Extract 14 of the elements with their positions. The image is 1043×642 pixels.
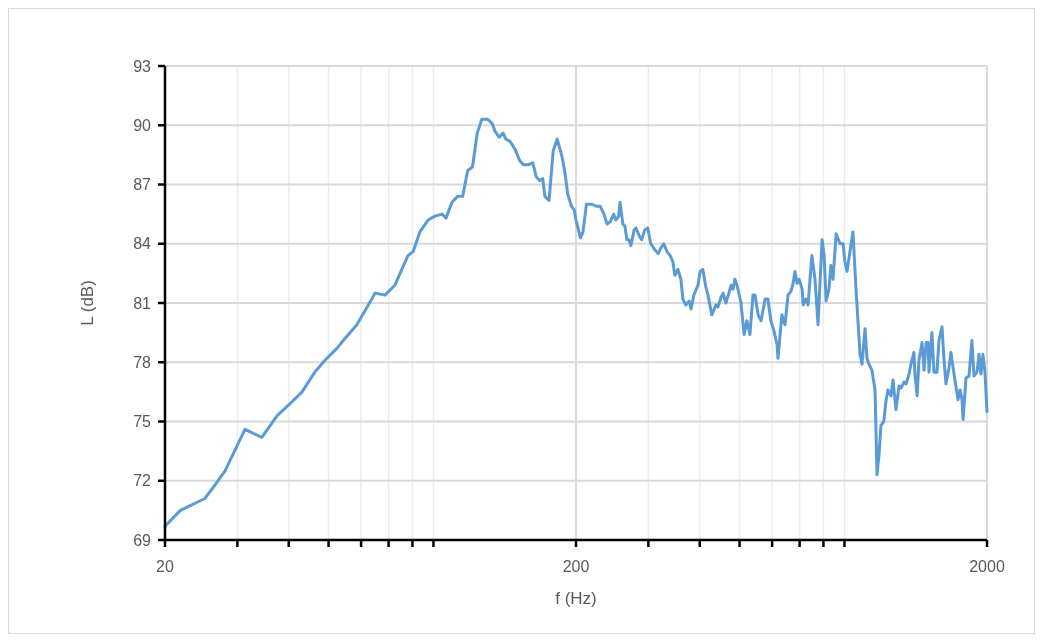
y-tick-label: 90 — [133, 116, 152, 134]
y-tick-label: 72 — [133, 472, 152, 490]
x-tick-label: 2000 — [969, 558, 1005, 575]
x-tick-label: 20 — [156, 558, 174, 575]
y-tick-label: 93 — [133, 57, 152, 75]
y-tick-label: 81 — [133, 294, 152, 312]
y-tick-label: 84 — [133, 235, 152, 253]
x-axis-title: f (Hz) — [555, 589, 597, 608]
y-tick-label: 87 — [133, 176, 152, 194]
y-tick-label: 75 — [133, 413, 152, 431]
x-tick-label: 200 — [562, 558, 590, 575]
y-tick-label: 78 — [133, 353, 152, 371]
y-axis-title: L (dB) — [78, 280, 97, 326]
y-tick-label: 69 — [133, 531, 152, 549]
